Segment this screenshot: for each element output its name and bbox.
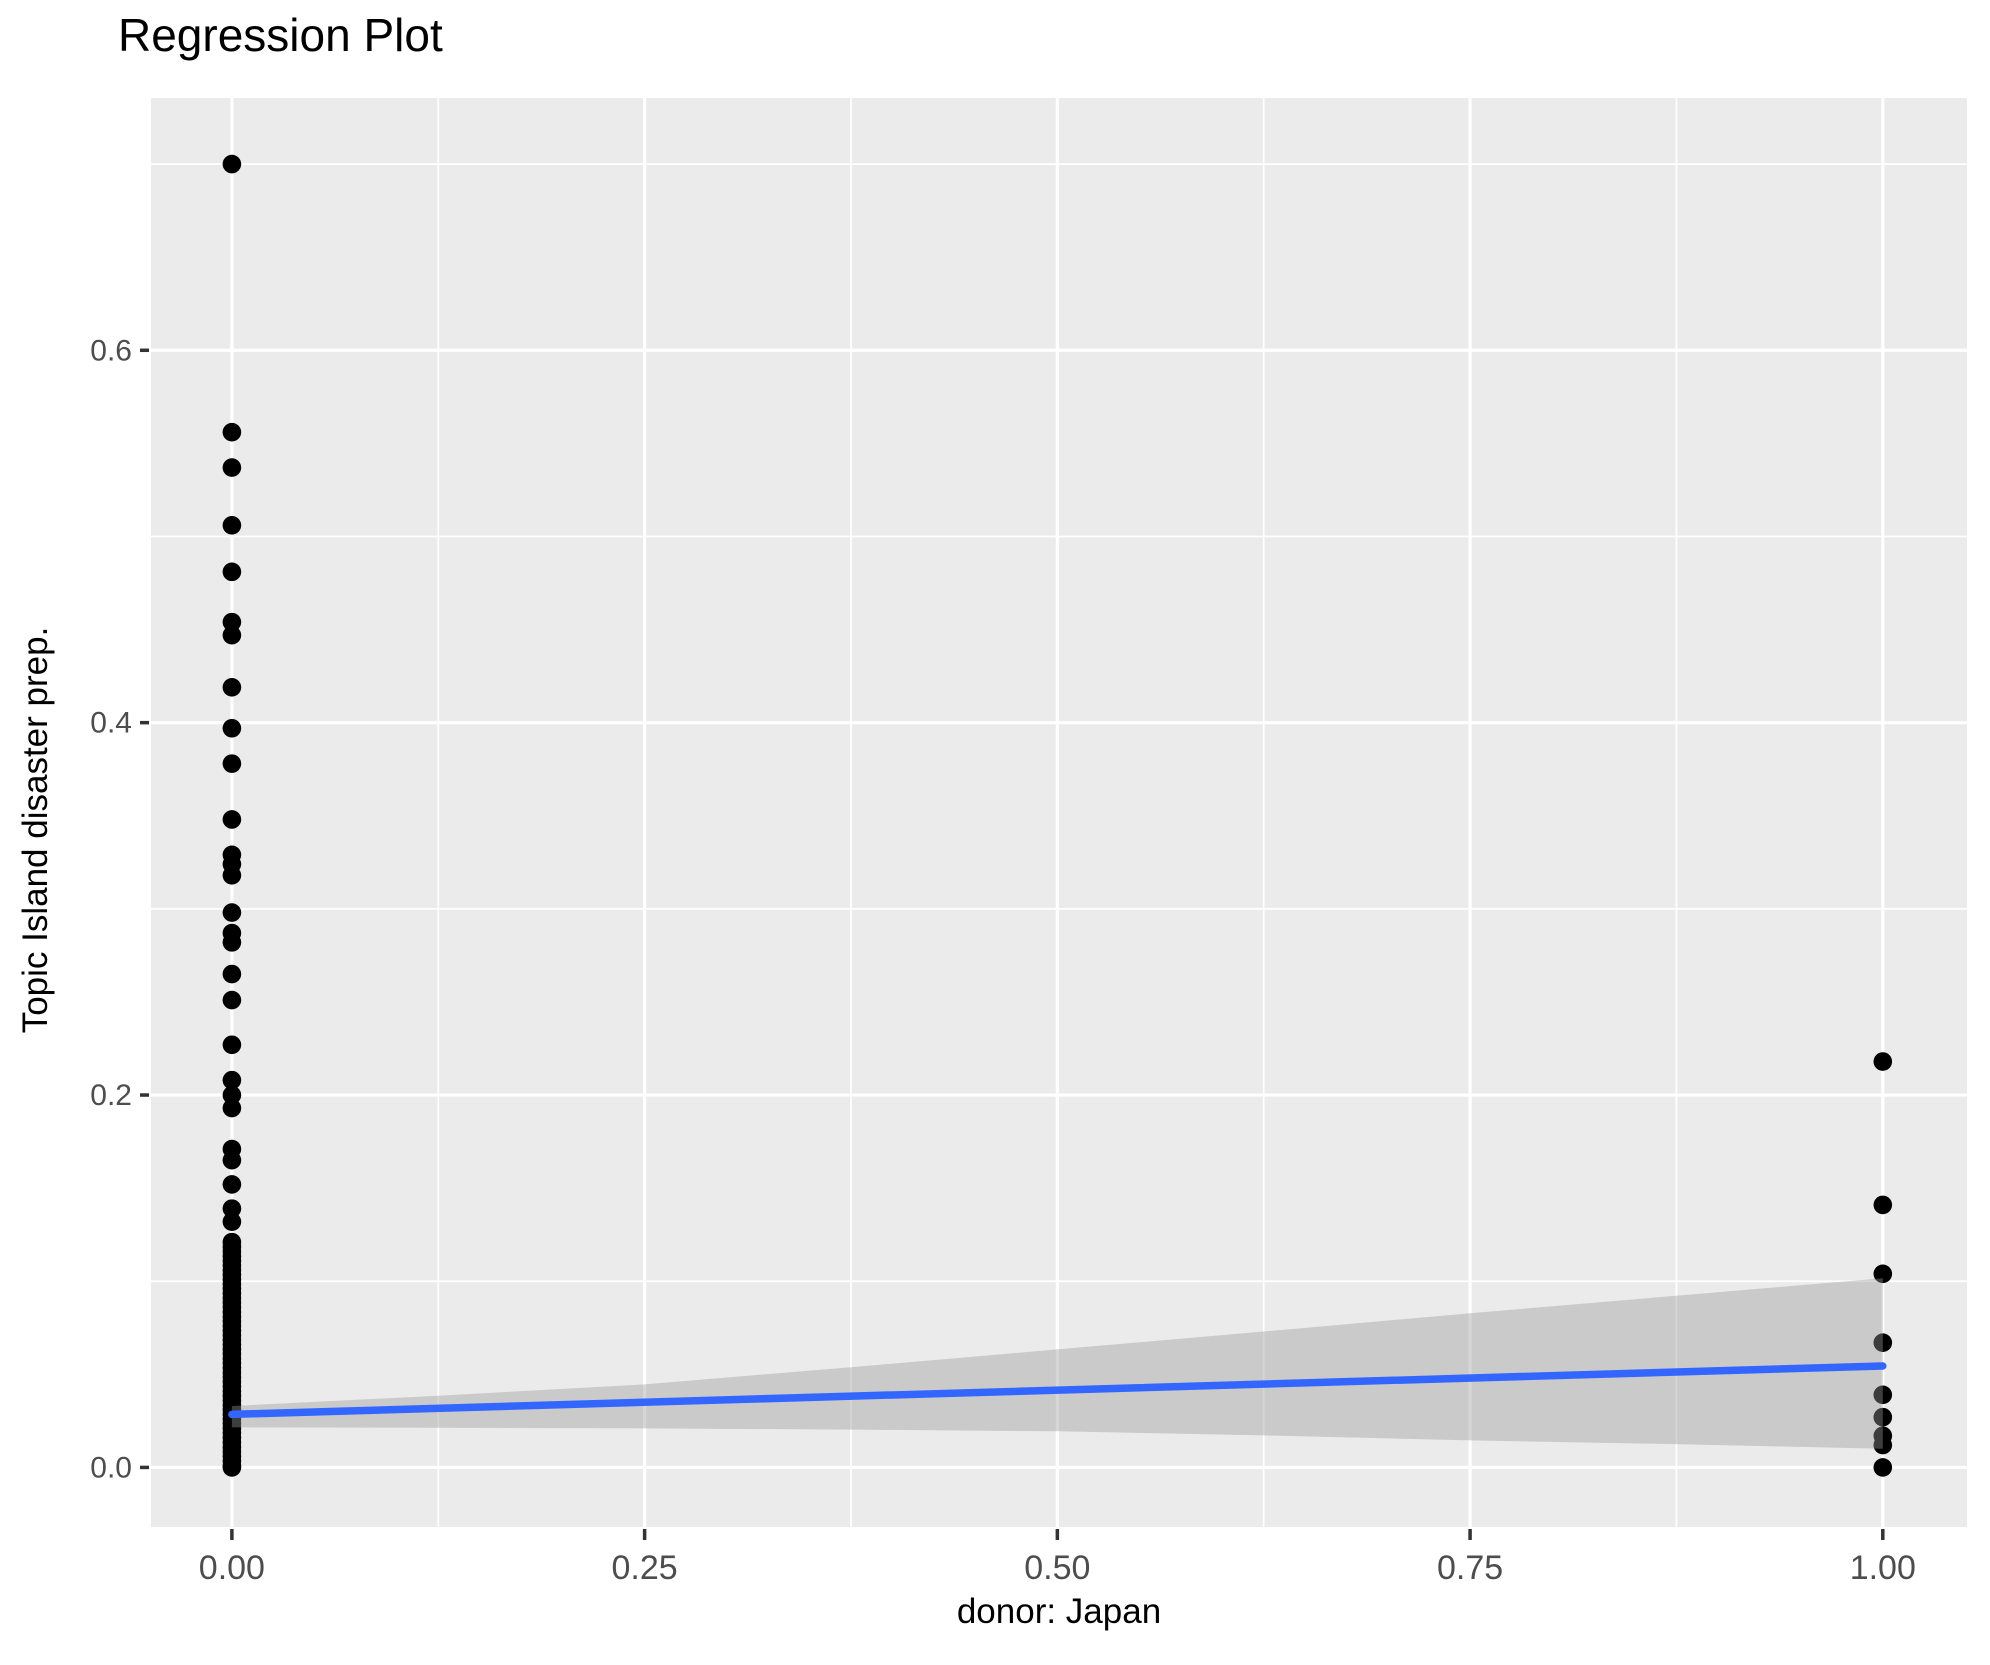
y-axis-title: Topic Island disaster prep. [16,626,55,1034]
x-tick-label: 0.75 [1437,1549,1503,1587]
x-tick-label: 0.00 [199,1549,265,1587]
scatter-points [222,154,1893,1477]
panel-background [151,98,1967,1527]
x-tick-label: 0.25 [612,1549,678,1587]
y-tick-labels: 0.0 0.2 0.4 0.6 [90,334,132,1484]
minor-gridlines [151,98,1967,1527]
plot-title: Regression Plot [118,9,443,61]
series-1 [1873,1052,1893,1477]
x-tick-label: 1.00 [1850,1549,1916,1587]
y-tick-label: 0.0 [90,1451,132,1484]
x-tick-label: 0.50 [1024,1549,1090,1587]
series-0 [222,154,242,1477]
major-gridlines [151,98,1967,1527]
confidence-band [231,1278,1883,1449]
axis-tick-marks [140,348,1885,1540]
regression-line [228,1362,1887,1419]
x-axis-title: donor: Japan [956,1592,1162,1631]
x-tick-labels: 0.00 0.25 0.50 0.75 1.00 [199,1549,1916,1587]
y-tick-label: 0.2 [90,1079,132,1112]
y-tick-label: 0.4 [90,707,132,740]
y-tick-label: 0.6 [90,334,132,367]
